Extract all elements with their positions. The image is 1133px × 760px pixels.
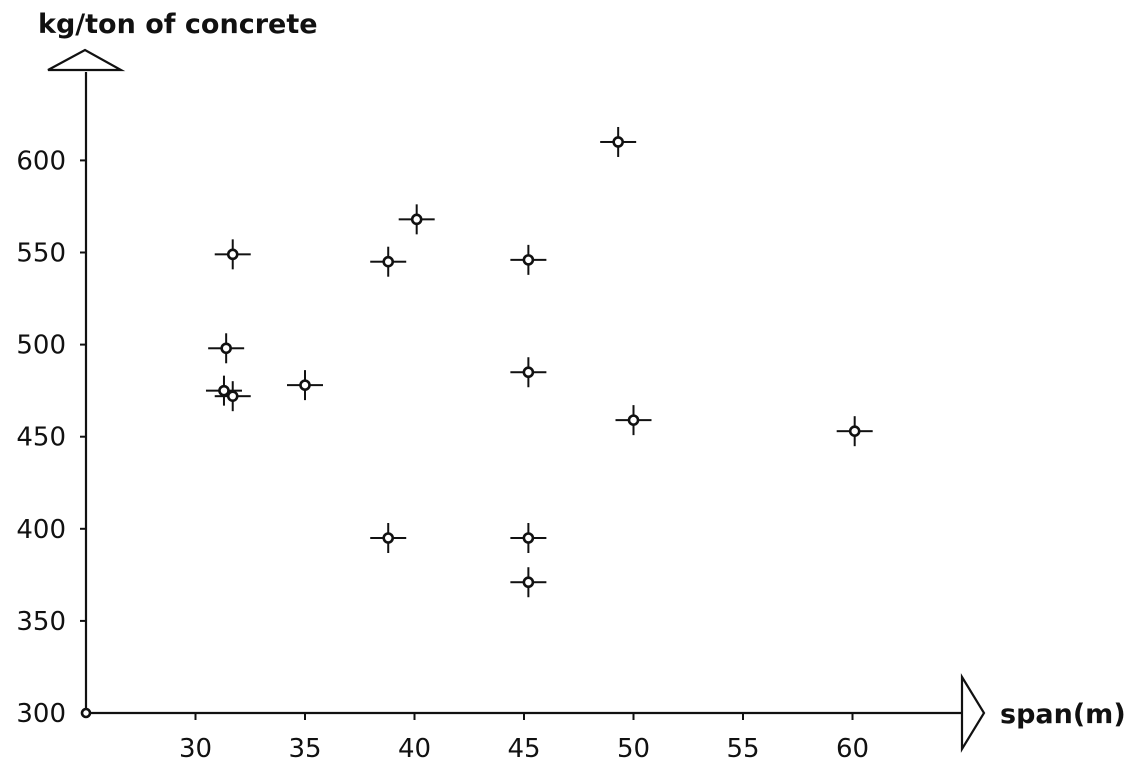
x-tick-label: 60: [836, 734, 869, 760]
y-tick-label: 600: [16, 146, 66, 176]
origin-marker: [80, 707, 92, 719]
data-point-marker: [522, 532, 535, 544]
y-tick-label: 500: [16, 331, 66, 361]
x-axis-arrow: [960, 673, 986, 753]
data-point-marker: [612, 136, 624, 148]
data-point-marker: [220, 342, 232, 355]
data-point: [510, 523, 547, 554]
x-tick-label: 50: [617, 734, 650, 760]
data-point-marker: [522, 366, 535, 379]
data-point: [615, 405, 652, 436]
y-tick-label: 400: [16, 515, 66, 545]
x-ticks: 30 35 40 45 50 55 60: [179, 713, 869, 760]
data-point: [208, 333, 245, 364]
x-tick-label: 40: [398, 734, 431, 760]
data-point-marker: [382, 532, 395, 544]
data-points: [205, 126, 873, 598]
data-point: [510, 567, 547, 598]
data-point: [510, 357, 547, 388]
data-point: [287, 370, 323, 401]
x-tick-label: 35: [288, 734, 321, 760]
data-point: [836, 416, 873, 447]
data-point: [214, 381, 251, 412]
data-point-marker: [226, 248, 239, 261]
data-point-marker: [226, 390, 239, 402]
data-point-marker: [299, 379, 311, 391]
data-point: [370, 246, 407, 277]
data-point-marker: [627, 414, 640, 426]
x-tick-label: 30: [179, 734, 212, 760]
data-point-marker: [522, 576, 535, 589]
x-tick-label: 45: [507, 734, 540, 760]
data-point: [600, 126, 637, 157]
data-point: [510, 244, 547, 275]
data-point: [370, 523, 407, 554]
data-point: [398, 204, 435, 235]
y-tick-label: 300: [16, 699, 66, 729]
data-point: [214, 239, 251, 270]
data-point-marker: [522, 254, 535, 266]
y-axis-arrow: [47, 48, 126, 72]
y-tick-label: 350: [16, 607, 66, 637]
x-axis-title: span(m): [1000, 699, 1126, 730]
y-axis-title: kg/ton of concrete: [38, 9, 318, 40]
y-tick-label: 450: [16, 423, 66, 453]
data-point-marker: [410, 213, 423, 226]
data-point-marker: [848, 425, 861, 437]
data-point: [205, 375, 242, 406]
data-point-marker: [382, 255, 395, 268]
y-ticks: 300 350 400 450 500 550 600: [16, 146, 86, 729]
data-point-marker: [218, 384, 230, 397]
x-tick-label: 55: [726, 734, 759, 760]
axes: [47, 48, 986, 753]
y-tick-label: 550: [16, 239, 66, 269]
